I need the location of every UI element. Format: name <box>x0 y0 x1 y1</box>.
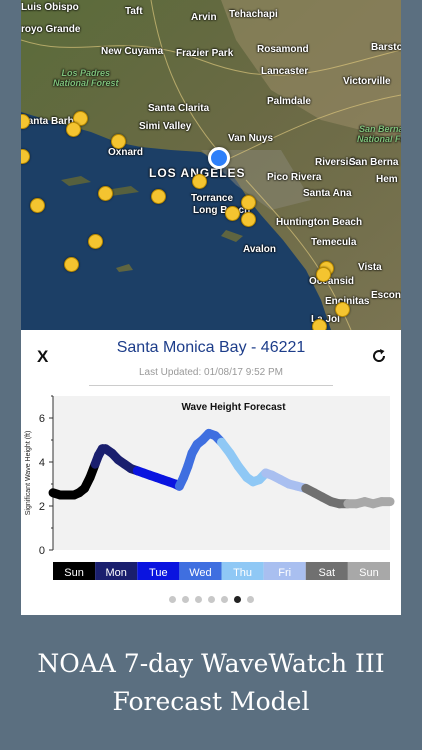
map-label-victorville: Victorville <box>343 76 391 87</box>
map-label-hemet: Hem <box>376 174 398 185</box>
map-label-lancaster: Lancaster <box>261 66 309 77</box>
map-label-santa-clarita: Santa Clarita <box>148 103 210 114</box>
buoy-marker[interactable] <box>66 122 81 137</box>
map-label-san-bernardino: San Berna <box>349 157 399 168</box>
map-label-barstow: Barsto <box>371 42 401 53</box>
day-label: Sun <box>64 567 84 579</box>
y-tick-label: 0 <box>39 545 45 557</box>
map-label-luis-obispo: Luis Obispo <box>21 2 79 13</box>
buoy-marker[interactable] <box>241 195 256 210</box>
map-label-vista: Vista <box>358 262 382 273</box>
day-label: Thu <box>233 567 252 579</box>
map-label-avalon: Avalon <box>243 244 276 255</box>
page-dot[interactable] <box>233 596 241 603</box>
map-label-van-nuys: Van Nuys <box>228 133 274 144</box>
forest-label-los-padres: Los Padres National Forest <box>53 68 119 88</box>
station-title: Santa Monica Bay - 46221 <box>116 339 306 356</box>
day-label: Sat <box>319 567 336 579</box>
close-button[interactable]: X <box>37 347 49 366</box>
map-label-escondido: Escon <box>371 290 401 301</box>
map-terrain <box>21 0 401 330</box>
promo-caption: NOAA 7-day WaveWatch III Forecast Model <box>0 645 422 721</box>
day-label: Tue <box>149 567 168 579</box>
day-cell <box>263 562 306 580</box>
buoy-marker[interactable] <box>64 257 79 272</box>
y-tick-label: 6 <box>39 413 45 425</box>
day-label: Mon <box>105 567 126 579</box>
page-dot[interactable] <box>168 596 176 603</box>
map-label-simi-valley: Simi Valley <box>139 121 192 132</box>
buoy-marker[interactable] <box>98 186 113 201</box>
map-label-santa-barbara: Santa Barb <box>21 116 74 127</box>
day-cell <box>137 562 180 580</box>
map-label-la-jolla: La Jol <box>311 314 340 325</box>
map-label-oceanside: Oceansid <box>309 276 355 287</box>
caption-line-2: Forecast Model <box>112 687 310 716</box>
buoy-marker[interactable] <box>241 212 256 227</box>
page-dot[interactable] <box>246 596 254 603</box>
buoy-marker[interactable] <box>30 198 45 213</box>
forest-label-san-bernardino-nf: San BernardNational Fore <box>357 124 401 144</box>
page-dot[interactable] <box>207 596 215 603</box>
refresh-icon[interactable] <box>371 348 387 364</box>
map-label-santa-ana: Santa Ana <box>303 188 352 199</box>
current-location-marker[interactable] <box>208 147 230 169</box>
map-label-pico-rivera: Pico Rivera <box>267 172 322 183</box>
map-label-encinitas: Encinitas <box>325 296 370 307</box>
last-updated-label: Last Updated: 01/08/17 9:52 PM <box>139 367 283 378</box>
day-cell <box>347 562 390 580</box>
plot-area <box>53 396 390 550</box>
map-label-taft: Taft <box>125 6 143 17</box>
phone-screen: Luis Obispo Taft Arvin Tehachapi royo Grande… <box>21 0 401 615</box>
day-cell <box>53 562 96 580</box>
caption-line-1: NOAA 7-day WaveWatch III <box>37 649 385 678</box>
satellite-map[interactable]: Luis Obispo Taft Arvin Tehachapi royo Grande… <box>21 0 401 330</box>
station-panel: X Santa Monica Bay - 46221 Last Updated:… <box>21 330 401 615</box>
map-label-arvin: Arvin <box>191 12 217 23</box>
page-dot[interactable] <box>220 596 228 603</box>
map-label-arroyo-grande: royo Grande <box>21 24 81 35</box>
buoy-marker[interactable] <box>151 189 166 204</box>
map-label-rosamond: Rosamond <box>257 44 309 55</box>
buoy-marker[interactable] <box>335 302 350 317</box>
day-label: Sun <box>359 567 379 579</box>
buoy-marker[interactable] <box>225 206 240 221</box>
y-tick-label: 4 <box>39 457 45 469</box>
day-label: Fri <box>278 567 291 579</box>
map-label-los-angeles: LOS ANGELES <box>149 166 246 180</box>
y-tick-label: 2 <box>39 501 45 513</box>
wave-height-chart: 0 2 4 6 Significant Wave Height (ft) Wave Hei… <box>25 395 395 580</box>
map-label-oxnard: Oxnard <box>108 147 144 158</box>
map-label-tehachapi: Tehachapi <box>229 9 278 20</box>
page-indicator[interactable] <box>21 590 401 608</box>
day-cell <box>95 562 138 580</box>
map-label-huntington-beach: Huntington Beach <box>276 217 363 228</box>
day-cell <box>221 562 264 580</box>
buoy-marker[interactable] <box>312 319 327 330</box>
day-label: Wed <box>189 567 211 579</box>
day-cell <box>179 562 222 580</box>
y-axis-label: Significant Wave Height (ft) <box>25 431 32 516</box>
buoy-marker[interactable] <box>192 174 207 189</box>
page-dot[interactable] <box>181 596 189 603</box>
divider <box>89 385 333 386</box>
map-label-riverside: Riverside <box>315 157 361 168</box>
map-label-palmdale: Palmdale <box>267 96 311 107</box>
day-cell <box>305 562 348 580</box>
map-label-long-beach: Long Beach <box>193 205 251 216</box>
buoy-marker[interactable] <box>316 267 331 282</box>
buoy-marker[interactable] <box>111 134 126 149</box>
chart-title: Wave Height Forecast <box>181 402 286 413</box>
map-label-new-cuyama: New Cuyama <box>101 46 164 57</box>
buoy-marker[interactable] <box>88 234 103 249</box>
map-label-torrance: Torrance <box>191 193 234 204</box>
page-dot[interactable] <box>194 596 202 603</box>
map-label-frazier-park: Frazier Park <box>176 48 234 59</box>
map-label-temecula: Temecula <box>311 237 357 248</box>
